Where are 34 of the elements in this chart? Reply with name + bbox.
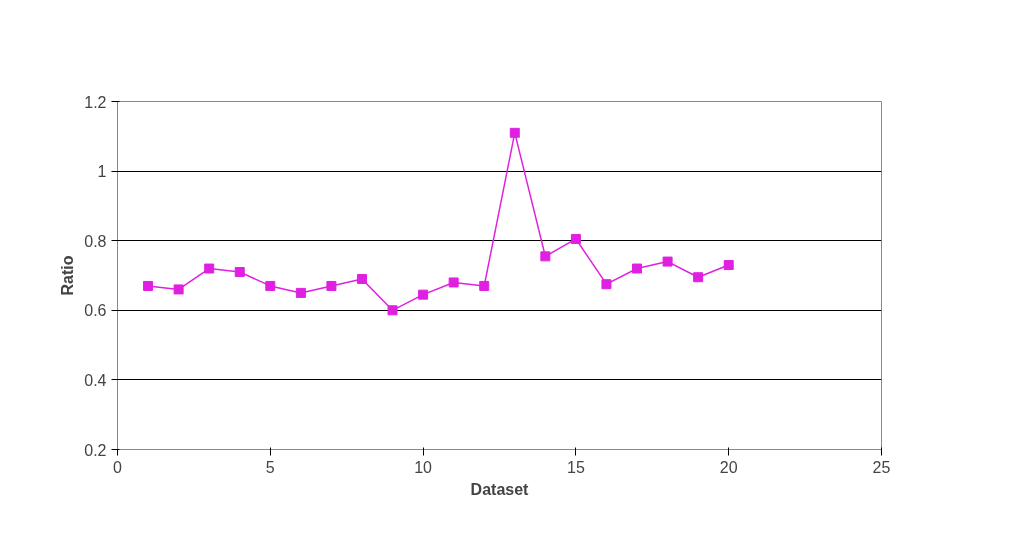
point: [265, 280, 276, 291]
x-tick-label: 0: [113, 458, 123, 476]
point: [601, 279, 612, 290]
point: [632, 263, 643, 274]
point: [693, 272, 704, 283]
y-tick-label: 1: [97, 163, 107, 181]
y-tick-label: 0.8: [84, 232, 107, 250]
point: [540, 251, 551, 262]
point: [173, 284, 184, 295]
point: [143, 280, 154, 291]
point: [509, 127, 520, 138]
x-tick-label: 10: [414, 458, 433, 476]
point: [570, 233, 581, 244]
y-axis-title: Ratio: [59, 255, 77, 296]
point: [448, 277, 459, 288]
point: [326, 280, 337, 291]
x-tick-label: 5: [265, 458, 275, 476]
point: [662, 256, 673, 267]
x-tick-label: 20: [719, 458, 738, 476]
x-axis-title: Dataset: [470, 480, 530, 498]
point: [418, 289, 429, 300]
y-tick-label: 0.6: [84, 302, 107, 320]
point: [234, 267, 245, 278]
y-tick-label: 0.4: [84, 371, 107, 389]
x-tick-label: 15: [567, 458, 585, 476]
y-tick-label: 0.2: [84, 441, 107, 459]
point: [295, 287, 306, 298]
point: [387, 305, 398, 316]
point: [204, 263, 215, 274]
point: [479, 280, 490, 291]
x-tick-label: 25: [872, 458, 891, 476]
point: [356, 273, 367, 284]
y-tick-label: 1.2: [84, 93, 107, 111]
point: [723, 260, 734, 271]
